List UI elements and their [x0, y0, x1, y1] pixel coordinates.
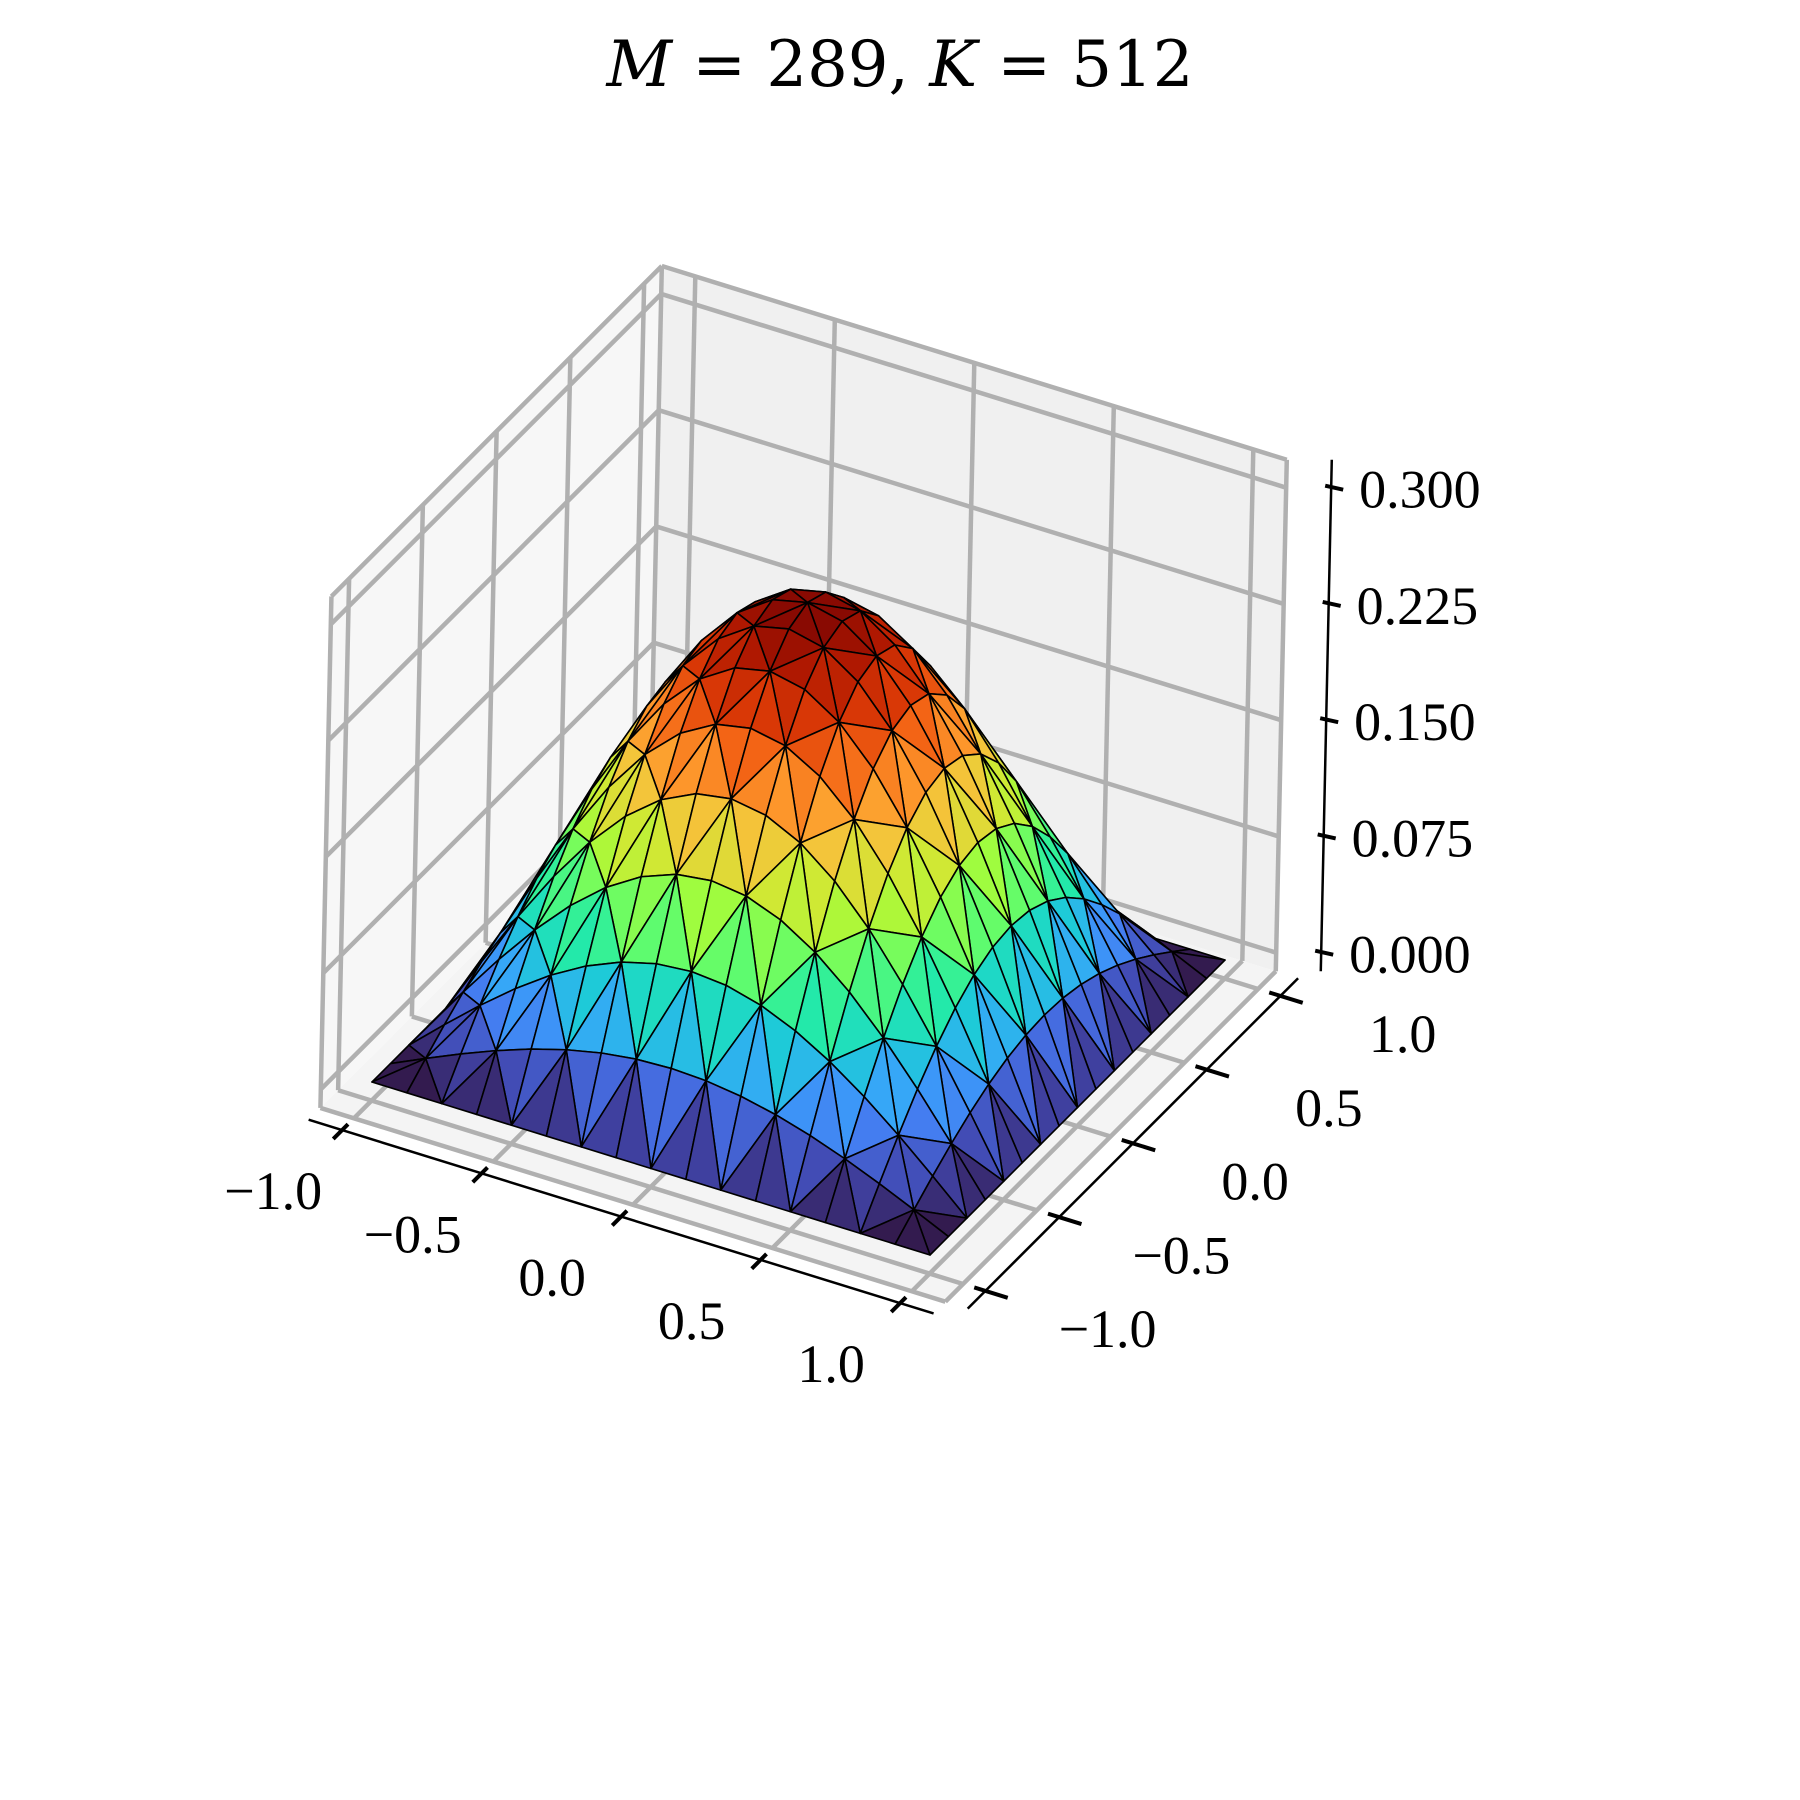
z-tick-label: 0.075: [1352, 808, 1474, 868]
grid-line-y-left: [557, 357, 573, 870]
y-tick-label: −1.0: [1059, 1299, 1157, 1359]
mesh-triangle: [685, 1079, 722, 1191]
pane-edge: [329, 264, 664, 599]
z-axis-line: [1319, 459, 1334, 972]
y-tick-label: −0.5: [1132, 1225, 1230, 1285]
pane-edge: [648, 265, 665, 778]
x-tick: [889, 1295, 908, 1314]
x-tick-label: 0.5: [658, 1291, 726, 1351]
x-tick-label: 1.0: [797, 1334, 865, 1394]
grid-line-z-back: [658, 408, 1285, 607]
z-tick-label: 0.000: [1349, 925, 1471, 985]
chart-title: M = 289, K = 512: [606, 28, 1194, 102]
pane-edge: [319, 1105, 947, 1304]
y-tick: [973, 1285, 1009, 1300]
x-tick: [610, 1209, 629, 1227]
z-tick: [1314, 948, 1334, 957]
pane-edge: [1273, 459, 1290, 972]
grid-line-z-left: [329, 292, 663, 626]
grid-line-z-back: [660, 291, 1287, 490]
x-tick: [471, 1166, 489, 1184]
y-tick: [1268, 990, 1304, 1005]
grid-line-x-back: [1100, 406, 1117, 918]
y-tick-label: 0.5: [1295, 1078, 1363, 1138]
x-tick: [750, 1252, 768, 1271]
grid-line-y-floor: [337, 1088, 964, 1287]
grid-line-y-left: [409, 504, 426, 1017]
z-tick-label: 0.225: [1357, 576, 1479, 636]
z-tick: [1317, 832, 1337, 841]
tick-labels: −1.0−0.50.00.51.0−1.0−0.50.00.51.00.0000…: [224, 460, 1481, 1394]
x-tick-label: −0.5: [364, 1204, 462, 1264]
trisurf-mesh: [371, 588, 1226, 1256]
mesh-triangle: [824, 1157, 862, 1235]
pane-edge: [661, 263, 1288, 462]
y-tick: [1047, 1211, 1083, 1226]
pane-edge: [943, 969, 1278, 1304]
y-tick: [1194, 1064, 1230, 1079]
mesh-triangle: [615, 1058, 652, 1170]
grid-line-z-left: [326, 408, 661, 743]
y-tick-label: 0.0: [1221, 1152, 1289, 1212]
grid-line-z-left: [324, 524, 658, 859]
mesh-triangle: [545, 1048, 583, 1148]
x-tick-label: 0.0: [518, 1248, 586, 1308]
mesh-triangle: [754, 1113, 792, 1213]
grid-line-y-left: [483, 431, 499, 943]
x-tick: [331, 1122, 350, 1141]
grid-line-y-left: [335, 578, 352, 1091]
z-tick: [1324, 483, 1344, 492]
z-tick-label: 0.300: [1359, 460, 1481, 520]
axis-lines: [308, 459, 1344, 1315]
grid-line-z-back: [655, 524, 1282, 723]
pane-edge: [318, 596, 334, 1108]
z-tick-label: 0.150: [1354, 692, 1476, 752]
y-tick: [1121, 1138, 1156, 1153]
grid-line-z-left: [321, 641, 656, 975]
grid-line-x-back: [1240, 449, 1256, 961]
mesh-triangle: [894, 1209, 931, 1256]
z-tick: [1319, 716, 1339, 725]
z-tick: [1322, 599, 1342, 608]
mesh-triangle: [406, 1057, 443, 1105]
x-tick-label: −1.0: [224, 1161, 322, 1221]
y-tick-label: 1.0: [1369, 1004, 1437, 1064]
grid-line-y-left: [630, 283, 647, 796]
mesh-triangle: [475, 1049, 513, 1127]
